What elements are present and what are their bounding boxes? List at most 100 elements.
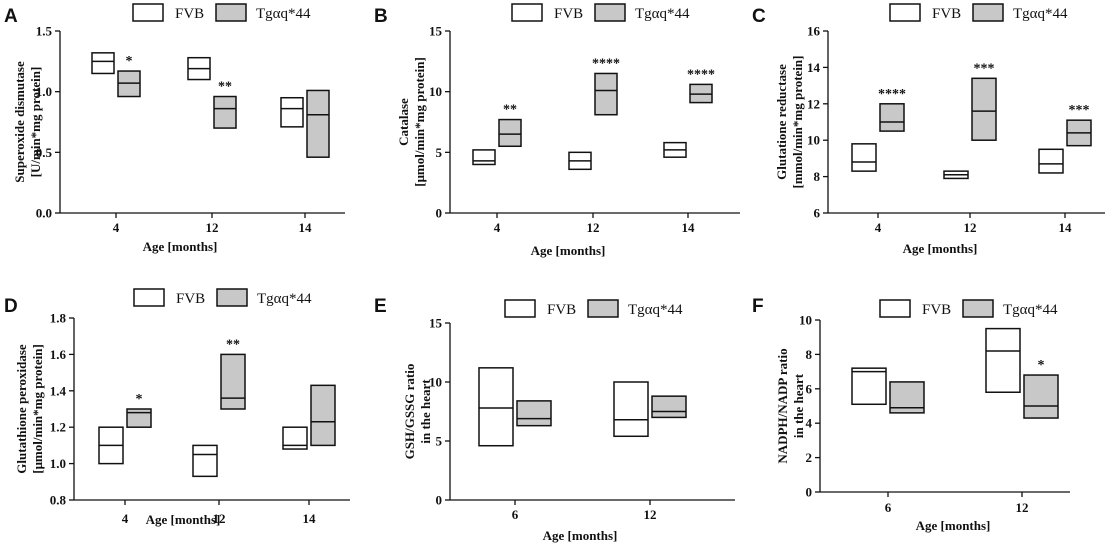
x-axis-title: Age [months]	[531, 243, 606, 258]
box-tg-12	[651, 395, 687, 419]
y-axis-title: GSH/GSSG ratioin the heart	[402, 364, 433, 460]
y-axis-title: NADPH/NADP ratioin the heart	[775, 348, 806, 463]
significance-marker: **	[218, 80, 232, 95]
x-tick-label: 14	[303, 511, 317, 526]
panel-f: F FVB Tgαq*44 0 2 4 6 8 10 6 12 NADPH/NADP ratioin …	[752, 296, 1070, 533]
legend-swatch-tg	[972, 3, 1004, 22]
y-tick-label: 1.2	[50, 420, 66, 435]
significance-marker: ****	[592, 56, 620, 71]
box-fvb-12	[613, 381, 649, 438]
y-tick-label: 15	[429, 24, 443, 39]
y-tick-label: 6	[814, 206, 821, 221]
y-axis-title-line: GSH/GSSG ratio	[402, 364, 417, 460]
x-tick-label: 14	[299, 220, 313, 235]
significance-marker: *	[136, 392, 143, 407]
legend: FVB Tgαq*44	[889, 3, 1068, 22]
legend: FVB Tgαq*44	[879, 299, 1058, 318]
x-axis-title: Age [months]	[916, 518, 991, 533]
y-tick-label: 0	[436, 493, 443, 508]
x-tick-label: 12	[206, 220, 219, 235]
significance-marker: ****	[687, 67, 715, 82]
y-tick-label: 0	[436, 206, 443, 221]
panel-letter: B	[374, 6, 388, 27]
box-fvb-4	[851, 143, 877, 172]
legend-label-fvb: FVB	[176, 291, 205, 307]
y-tick-label: 1.0	[50, 456, 66, 471]
legend-label-tg: Tgαq*44	[628, 302, 683, 318]
y-axis-title-line: Glutatione reductase	[774, 64, 789, 180]
box-fvb-14	[1038, 148, 1064, 174]
significance-marker: **	[503, 103, 517, 118]
x-axis-title: Age [months]	[903, 241, 978, 256]
y-tick-label: 4	[806, 416, 813, 431]
y-axis-title-line: [μmol/min*mg protein]	[412, 57, 427, 187]
y-axis-title: Glutathione peroxidase[μmol/min*mg prote…	[14, 344, 45, 474]
y-tick-label: 0.0	[36, 206, 52, 221]
box-tg-12	[1023, 374, 1059, 419]
box-fvb-12	[192, 444, 218, 478]
x-tick-label: 12	[213, 511, 226, 526]
box-fvb-6	[851, 367, 887, 406]
y-tick-label: 5	[436, 145, 443, 160]
box-tg-14	[310, 384, 336, 447]
legend: FVB Tgαq*44	[133, 288, 312, 307]
panel-d: D FVB Tgαq*44 0.8 1.0 1.2 1.4 1.6 1.8 4 12 14 Glutat…	[4, 288, 350, 527]
box-tg-4	[498, 118, 522, 148]
legend-swatch-tg	[587, 299, 619, 318]
box-fvb-4	[472, 149, 496, 166]
legend-label-fvb: FVB	[554, 6, 583, 22]
legend-label-fvb: FVB	[922, 302, 951, 318]
y-axis-title-line: Catalase	[396, 98, 411, 146]
significance-marker: *	[126, 54, 133, 69]
box-fvb-14	[280, 96, 304, 128]
box-tg-14	[306, 89, 330, 158]
y-tick-label: 6	[806, 381, 813, 396]
y-tick-label: 0.8	[50, 493, 67, 508]
x-axis-title: Age [months]	[146, 512, 221, 527]
x-tick-label: 6	[885, 500, 892, 515]
box-fvb-14	[282, 426, 308, 450]
y-tick-label: 8	[806, 347, 813, 362]
y-tick-label: 10	[799, 313, 812, 328]
legend-label-fvb: FVB	[547, 302, 576, 318]
x-tick-label: 4	[122, 511, 129, 526]
y-tick-label: 14	[807, 60, 821, 75]
box-tg-4	[879, 103, 905, 132]
box-tg-12	[220, 353, 246, 410]
box-tg-12	[971, 77, 997, 141]
legend-swatch-fvb	[504, 299, 536, 318]
box-tg-12	[594, 72, 618, 116]
panel-letter: C	[752, 6, 766, 27]
legend: FVB Tgαq*44	[132, 3, 311, 22]
box-tg-6	[516, 400, 552, 427]
y-tick-label: 8	[814, 169, 821, 184]
legend-label-tg: Tgαq*44	[256, 6, 311, 22]
y-axis-title: Superoxide dismutase[U/min*mg protein]	[12, 61, 43, 183]
y-tick-label: 10	[429, 375, 442, 390]
y-tick-label: 1.4	[50, 383, 67, 398]
x-tick-label: 12	[964, 220, 977, 235]
legend-label-tg: Tgαq*44	[1013, 6, 1068, 22]
legend-swatch-tg	[962, 299, 994, 318]
panel-e: E FVB Tgαq*44 0 5 10 15 6 12 GSH/GSSG ratioin the…	[374, 296, 735, 543]
panel-letter: D	[4, 296, 18, 317]
legend-swatch-fvb	[511, 3, 543, 22]
legend-swatch-fvb	[879, 299, 911, 318]
x-tick-label: 12	[587, 220, 600, 235]
significance-marker: **	[226, 337, 240, 352]
panel-letter: F	[752, 296, 764, 317]
box-fvb-12	[985, 327, 1021, 393]
legend-swatch-fvb	[133, 288, 165, 307]
legend-swatch-tg	[215, 3, 247, 22]
legend-label-fvb: FVB	[175, 6, 204, 22]
x-tick-label: 14	[1059, 220, 1073, 235]
legend-swatch-fvb	[132, 3, 164, 22]
legend: FVB Tgαq*44	[504, 299, 683, 318]
y-tick-label: 12	[807, 96, 820, 111]
significance-marker: ***	[974, 61, 995, 76]
legend-swatch-tg	[594, 3, 626, 22]
y-tick-label: 10	[807, 133, 820, 148]
y-axis-title-line: in the heart	[791, 373, 806, 438]
